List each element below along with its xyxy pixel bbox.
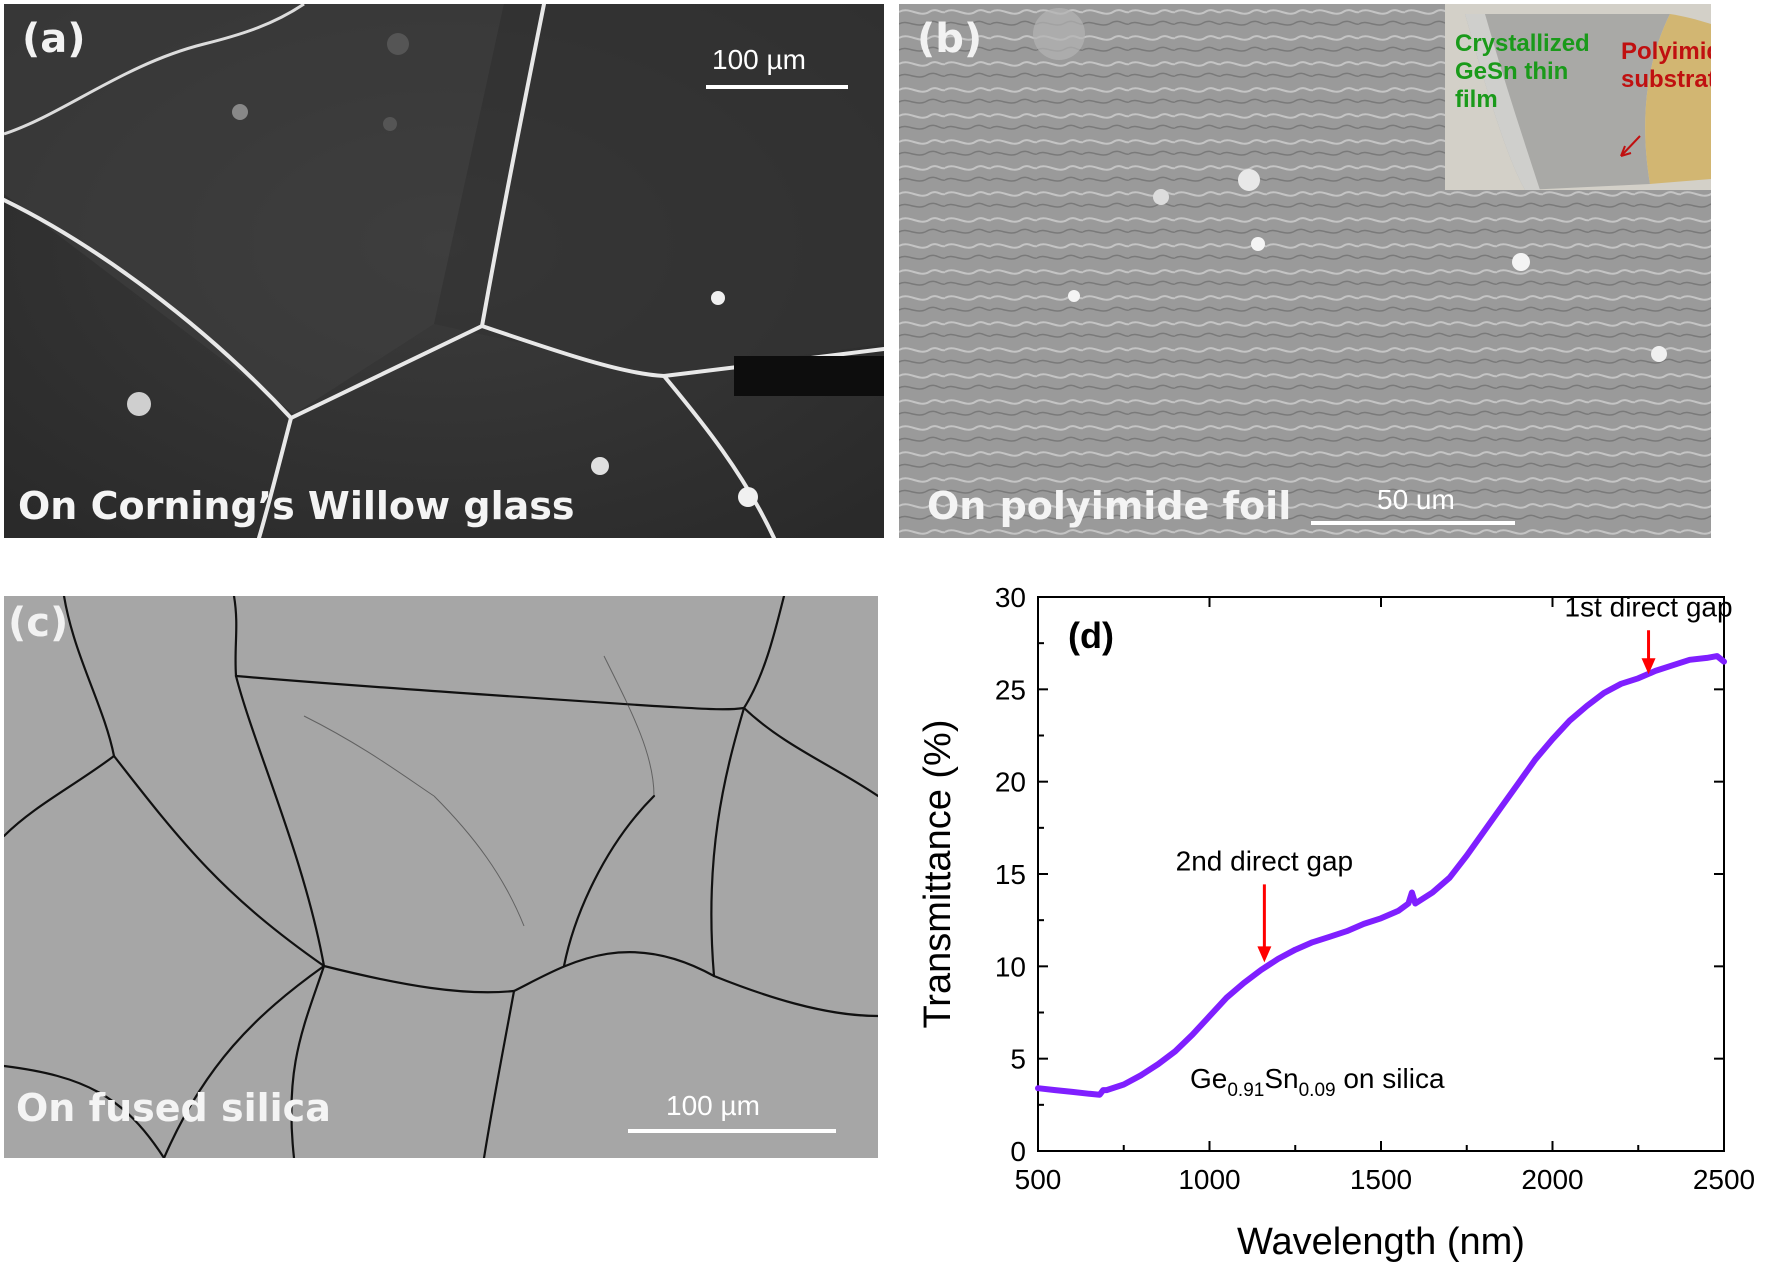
panel-a-scale-text: 100 µm	[712, 44, 806, 75]
gap-arrow-head	[1257, 946, 1272, 963]
rolled-film-photo	[1445, 4, 1711, 190]
panel-c-sem-image: (c) 100 µm On fused silica	[4, 596, 878, 1158]
panel-b-caption: On polyimide foil	[927, 484, 1292, 528]
y-tick-label: 30	[995, 582, 1026, 613]
panel-b-sem-image: (b) Crystallized GeSn thin film Polyimid…	[899, 4, 1711, 538]
flexible-film-photo-inset: Crystallized GeSn thin film Polyimide su…	[1445, 4, 1711, 190]
gap-annotation-label: 1st direct gap	[1564, 591, 1732, 622]
inset-substrate-label: Polyimide substrate	[1621, 38, 1711, 93]
panel-a-sem-image: (a) 100 µm On Corning’s Willow glass	[4, 4, 884, 538]
panel-a-caption: On Corning’s Willow glass	[18, 484, 575, 528]
x-tick-label: 2000	[1521, 1164, 1583, 1195]
y-tick-label: 25	[995, 674, 1026, 705]
panel-b-scale-text: 50 um	[1377, 484, 1455, 515]
y-axis-ticks: 0 5 10 15 20 25 30	[995, 582, 1724, 1167]
transmittance-curve	[1035, 653, 1727, 1098]
inset-film-label: Crystallized GeSn thin film	[1455, 30, 1590, 113]
panel-b-label: (b)	[917, 16, 983, 62]
panel-c-scale-bar	[628, 1129, 836, 1133]
x-tick-label: 500	[1015, 1164, 1062, 1195]
panel-a-label: (a)	[22, 16, 86, 62]
panel-c-caption: On fused silica	[16, 1086, 331, 1130]
y-tick-label: 5	[1010, 1044, 1026, 1075]
y-tick-label: 10	[995, 951, 1026, 982]
x-tick-label: 1000	[1178, 1164, 1240, 1195]
x-tick-label: 2500	[1693, 1164, 1755, 1195]
willow-glass-micrograph	[4, 4, 884, 538]
x-tick-label: 1500	[1350, 1164, 1412, 1195]
transmittance-chart: 500 1000 1500 2000 2500 0 5 10 15 20 25 30 2nd dir…	[917, 582, 1755, 1263]
panel-d-label: (d)	[1068, 615, 1114, 656]
panel-b-scale-bar	[1311, 521, 1515, 525]
sample-composition-label: Ge0.91Sn0.09 on silica	[1190, 1063, 1445, 1101]
panel-c-scale-text: 100 µm	[666, 1090, 760, 1121]
panel-a-scale-bar	[706, 85, 848, 89]
x-axis-ticks: 500 1000 1500 2000 2500	[1015, 597, 1755, 1195]
y-tick-label: 15	[995, 859, 1026, 890]
panel-c-label: (c)	[8, 600, 69, 646]
y-axis-title: Transmittance (%)	[917, 720, 959, 1029]
gap-annotations: 2nd direct gap 1st direct gap	[1176, 591, 1733, 963]
gap-annotation-label: 2nd direct gap	[1176, 845, 1353, 876]
x-axis-title: Wavelength (nm)	[1237, 1221, 1525, 1263]
fused-silica-micrograph	[4, 596, 878, 1158]
y-tick-label: 0	[1010, 1136, 1026, 1167]
gap-arrow-head	[1641, 658, 1656, 675]
y-tick-label: 20	[995, 767, 1026, 798]
